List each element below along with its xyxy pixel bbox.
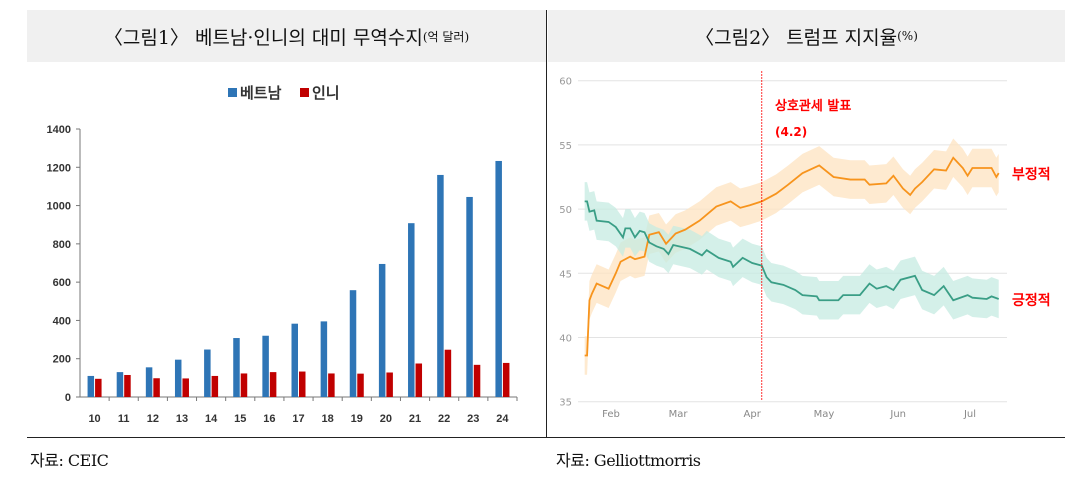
series-label: 부정적 — [1012, 166, 1051, 183]
bar-vietnam — [87, 375, 95, 397]
bar-indonesia — [211, 375, 219, 397]
line-x-tick-label: Feb — [602, 409, 620, 420]
line-x-tick-label: Jul — [963, 409, 976, 420]
figure2-title-text: 〈그림2〉 트럼프 지지율 — [695, 26, 898, 49]
bar-x-tick-label: 13 — [176, 413, 188, 425]
bar-vietnam — [320, 321, 328, 397]
bar-indonesia — [153, 378, 160, 397]
line-x-tick-label: May — [814, 409, 835, 420]
bar-vietnam — [262, 335, 269, 397]
line-y-tick-label: 35 — [559, 398, 572, 409]
figure1-title-text: 〈그림1〉 베트남·인니의 대미 무역수지 — [103, 26, 423, 49]
bar-indonesia — [95, 378, 102, 397]
bar-indonesia — [328, 373, 335, 397]
bar-x-tick-label: 22 — [438, 413, 450, 425]
bar-vietnam — [204, 349, 211, 397]
bar-vietnam — [291, 323, 298, 397]
bar-y-tick-label: 0 — [65, 392, 71, 404]
bar-x-tick-label: 20 — [380, 413, 392, 425]
bar-vietnam — [466, 196, 473, 397]
annotation-date: (4.2) — [775, 125, 807, 139]
bar-vietnam — [378, 263, 386, 397]
bar-vietnam — [174, 359, 182, 397]
bar-x-tick-label: 14 — [205, 413, 218, 425]
bar-y-tick-label: 400 — [53, 315, 71, 327]
series-line-positive — [584, 200, 1000, 302]
bar-indonesia — [182, 378, 189, 397]
bar-x-tick-label: 19 — [351, 413, 363, 425]
annotation-text: 상호관세 발표 — [775, 98, 851, 114]
bar-indonesia — [299, 371, 306, 397]
line-y-tick-label: 60 — [559, 77, 572, 88]
bar-y-tick-label: 600 — [53, 277, 71, 289]
bar-x-tick-label: 10 — [88, 413, 100, 425]
bar-y-tick-label: 1400 — [47, 124, 71, 136]
bar-y-tick-label: 800 — [53, 239, 71, 251]
bar-vietnam — [408, 223, 415, 397]
legend-label: 베트남 — [240, 84, 282, 102]
figure1-title: 〈그림1〉 베트남·인니의 대미 무역수지 (억 달러) — [27, 10, 546, 62]
figure2-title-unit: (%) — [897, 29, 918, 43]
line-x-tick-label: Mar — [669, 409, 689, 420]
line-y-tick-label: 55 — [559, 141, 572, 152]
bottom-rule — [27, 437, 1065, 438]
line-x-tick-label: Apr — [744, 409, 762, 420]
bar-indonesia — [386, 372, 393, 397]
line-x-tick-label: Jun — [889, 409, 906, 420]
bar-vietnam — [145, 367, 153, 397]
legend-swatch — [300, 88, 309, 97]
line-y-tick-label: 45 — [559, 269, 572, 280]
bar-vietnam — [437, 174, 444, 397]
line-y-tick-label: 50 — [559, 205, 572, 216]
bar-indonesia — [240, 373, 248, 397]
bar-x-tick-label: 21 — [409, 413, 421, 425]
bar-x-tick-label: 15 — [234, 413, 246, 425]
figure2-source: 자료: Gelliottmorris — [556, 451, 701, 470]
bar-indonesia — [473, 364, 481, 397]
figure1-title-unit: (억 달러) — [422, 29, 470, 44]
bar-indonesia — [502, 362, 510, 397]
series-label: 긍정적 — [1012, 292, 1051, 309]
legend-swatch — [228, 88, 237, 97]
bar-x-tick-label: 12 — [147, 413, 159, 425]
bar-indonesia — [444, 349, 452, 397]
bar-y-tick-label: 1200 — [47, 162, 71, 174]
bar-x-tick-label: 23 — [467, 413, 479, 425]
bar-x-tick-label: 18 — [322, 413, 334, 425]
bar-x-tick-label: 16 — [263, 413, 275, 425]
bar-vietnam — [233, 338, 240, 397]
bar-x-tick-label: 17 — [292, 413, 304, 425]
line-y-tick-label: 40 — [559, 334, 572, 345]
bar-y-tick-label: 1000 — [47, 201, 71, 213]
bar-vietnam — [495, 160, 502, 397]
figure2-title: 〈그림2〉 트럼프 지지율 (%) — [548, 10, 1065, 62]
confidence-band-negative — [584, 138, 999, 375]
bar-indonesia — [357, 373, 364, 397]
bar-vietnam — [116, 372, 124, 397]
panel-divider — [546, 10, 547, 437]
bar-x-tick-label: 24 — [496, 413, 509, 425]
series-line-negative — [584, 156, 1000, 357]
bar-indonesia — [415, 363, 423, 397]
bar-indonesia — [269, 372, 277, 397]
bar-vietnam — [349, 290, 357, 397]
figure1-source: 자료: CEIC — [30, 451, 109, 470]
bar-x-tick-label: 11 — [118, 413, 130, 425]
bar-y-tick-label: 200 — [53, 354, 71, 366]
confidence-band-positive — [584, 182, 999, 320]
legend-label: 인니 — [312, 84, 340, 102]
bar-indonesia — [124, 374, 131, 397]
